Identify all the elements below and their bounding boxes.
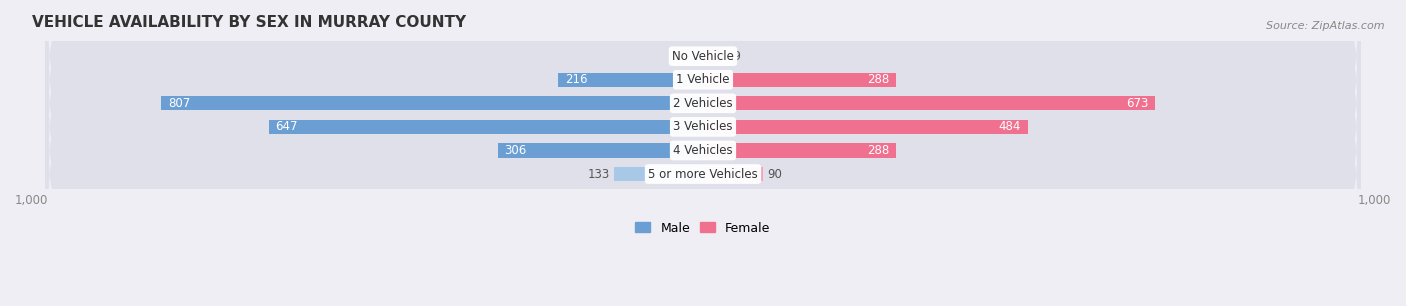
Text: 807: 807: [167, 97, 190, 110]
Bar: [558, 73, 703, 87]
Text: 1 Vehicle: 1 Vehicle: [676, 73, 730, 86]
Text: 18: 18: [672, 50, 688, 63]
Bar: [498, 144, 703, 158]
Bar: [690, 49, 703, 63]
Bar: [703, 120, 1028, 134]
FancyBboxPatch shape: [45, 0, 1361, 306]
FancyBboxPatch shape: [45, 0, 1361, 306]
Text: 288: 288: [868, 144, 890, 157]
Text: VEHICLE AVAILABILITY BY SEX IN MURRAY COUNTY: VEHICLE AVAILABILITY BY SEX IN MURRAY CO…: [32, 15, 465, 30]
FancyBboxPatch shape: [45, 0, 1361, 306]
Text: 216: 216: [565, 73, 588, 86]
Text: 133: 133: [588, 168, 610, 181]
FancyBboxPatch shape: [45, 0, 1361, 306]
Bar: [269, 120, 703, 134]
Text: 288: 288: [868, 73, 890, 86]
Bar: [703, 144, 897, 158]
Text: Source: ZipAtlas.com: Source: ZipAtlas.com: [1267, 21, 1385, 32]
Text: 306: 306: [505, 144, 526, 157]
Text: No Vehicle: No Vehicle: [672, 50, 734, 63]
Bar: [703, 73, 897, 87]
Text: 484: 484: [998, 120, 1021, 133]
Text: 29: 29: [727, 50, 741, 63]
Legend: Male, Female: Male, Female: [630, 217, 776, 240]
Text: 2 Vehicles: 2 Vehicles: [673, 97, 733, 110]
Text: 90: 90: [768, 168, 782, 181]
Bar: [162, 96, 703, 110]
Bar: [613, 167, 703, 181]
Bar: [703, 96, 1154, 110]
Text: 5 or more Vehicles: 5 or more Vehicles: [648, 168, 758, 181]
Text: 647: 647: [276, 120, 298, 133]
FancyBboxPatch shape: [45, 0, 1361, 306]
Text: 4 Vehicles: 4 Vehicles: [673, 144, 733, 157]
Bar: [703, 167, 763, 181]
Text: 673: 673: [1126, 97, 1149, 110]
Bar: [703, 49, 723, 63]
FancyBboxPatch shape: [45, 0, 1361, 306]
Text: 3 Vehicles: 3 Vehicles: [673, 120, 733, 133]
